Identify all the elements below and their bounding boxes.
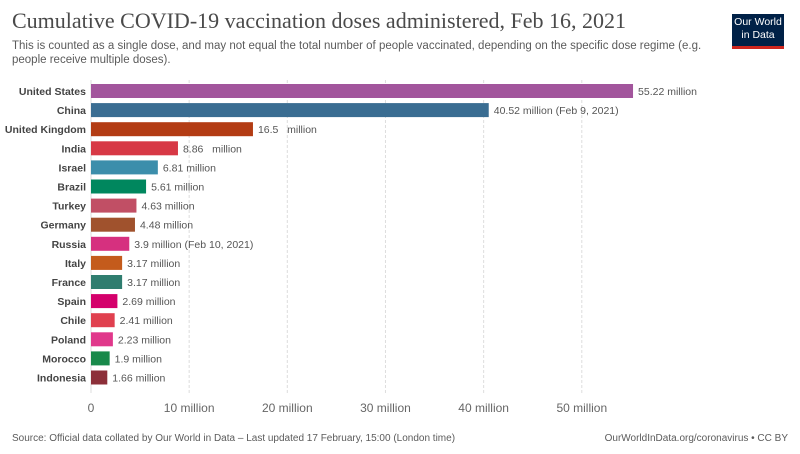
value-label: 3.9 million (Feb 10, 2021): [134, 239, 253, 251]
value-label: 6.81 million: [163, 162, 216, 174]
category-label: United States: [19, 86, 86, 98]
bar: [91, 179, 147, 194]
bar: [91, 236, 130, 251]
category-label: Russia: [52, 239, 87, 251]
bar: [91, 332, 113, 347]
source-note[interactable]: Source: Official data collated by Our Wo…: [12, 433, 456, 444]
x-tick-label: 10 million: [164, 401, 215, 415]
bar: [91, 294, 118, 309]
value-label: 5.61 million: [151, 182, 204, 194]
category-label: Brazil: [57, 182, 86, 194]
x-tick-label: 50 million: [556, 401, 607, 415]
license-note[interactable]: OurWorldInData.org/coronavirus • CC BY: [604, 433, 788, 444]
axis-layer: 0 10 million 20 million 30 million 40 millio…: [5, 86, 697, 415]
bar: [91, 198, 137, 213]
bar: [91, 103, 489, 118]
x-tick-label: 40 million: [458, 401, 509, 415]
value-label: 2.69 million: [122, 296, 175, 308]
value-label: 2.41 million: [120, 315, 173, 327]
value-label: 3.17 million: [127, 277, 180, 289]
logo-line-1: Our World: [734, 16, 782, 28]
category-label: India: [61, 143, 86, 155]
bar: [91, 370, 108, 385]
bar: [91, 84, 634, 98]
category-label: Morocco: [42, 353, 86, 365]
category-label: Poland: [51, 334, 86, 346]
category-label: Spain: [57, 296, 86, 308]
bar: [91, 217, 135, 232]
category-label: Germany: [40, 220, 86, 232]
bar: [91, 122, 253, 137]
value-label: 16.5 million: [258, 124, 317, 136]
value-label: 3.17 million: [127, 258, 180, 270]
value-label: 55.22 million: [638, 86, 697, 98]
logo-line-2: in Data: [741, 29, 775, 41]
chart-subtitle: This is counted as a single dose, and ma…: [12, 40, 702, 66]
category-label: Italy: [65, 258, 86, 270]
bar: [91, 255, 123, 270]
value-label: 8.86 million: [183, 143, 242, 155]
category-label: China: [57, 105, 86, 117]
value-label: 4.48 million: [140, 220, 193, 232]
value-label: 1.66 million: [112, 373, 165, 385]
x-tick-label: 0: [88, 401, 95, 415]
x-tick-label: 20 million: [262, 401, 313, 415]
owid-logo[interactable]: Our World in Data: [732, 14, 784, 49]
chart-title: Cumulative COVID-19 vaccination doses ad…: [12, 8, 627, 33]
bar: [91, 160, 158, 175]
value-label: 1.9 million: [115, 353, 162, 365]
category-label: Chile: [60, 315, 86, 327]
bar: [91, 313, 115, 328]
value-label: 40.52 million (Feb 9, 2021): [494, 105, 619, 117]
bar-layer: [91, 84, 634, 385]
bar: [91, 351, 110, 366]
value-label: 2.23 million: [118, 334, 171, 346]
value-label: 4.63 million: [141, 201, 194, 213]
bar: [91, 141, 178, 156]
bar: [91, 275, 123, 289]
category-label: Turkey: [52, 201, 86, 213]
category-label: France: [52, 277, 87, 289]
x-tick-label: 30 million: [360, 401, 411, 415]
category-label: Israel: [59, 162, 87, 174]
category-label: United Kingdom: [5, 124, 86, 136]
category-label: Indonesia: [37, 373, 86, 385]
